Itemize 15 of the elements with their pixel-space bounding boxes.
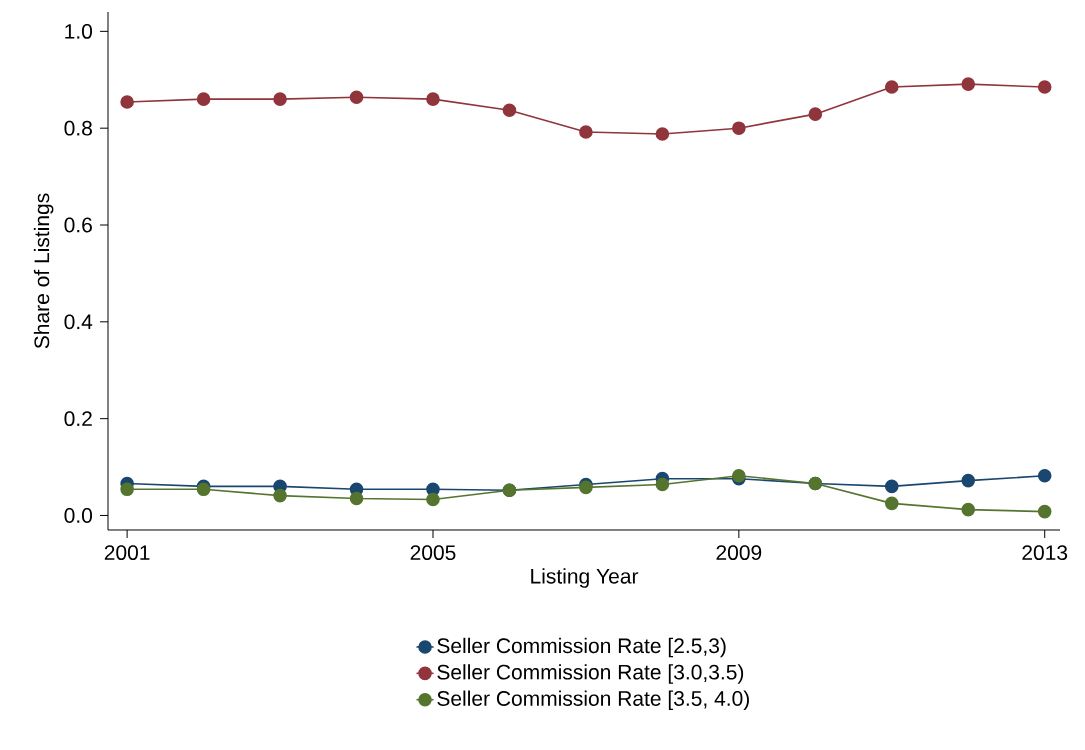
- legend-label: Seller Commission Rate [2.5,3): [437, 637, 726, 658]
- legend-label: Seller Commission Rate [3.0,3.5): [437, 664, 744, 684]
- x-tick-label: 2005: [410, 545, 456, 561]
- x-tick-label: 2013: [1022, 545, 1068, 561]
- y-tick-label: 0.6: [64, 217, 92, 233]
- y-tick-label: 0.2: [64, 411, 92, 427]
- x-tick-label: 2001: [104, 545, 150, 561]
- y-tick-label: 0.8: [64, 120, 92, 136]
- x-tick-label: 2009: [716, 545, 762, 561]
- x-axis-title: Listing Year: [531, 568, 639, 588]
- legend-label: Seller Commission Rate [3.5, 4.0): [437, 690, 749, 711]
- y-axis-title: Share of Listings: [33, 193, 54, 349]
- y-tick-label: 0.4: [64, 314, 93, 330]
- y-tick-label: 0.0: [64, 508, 93, 523]
- y-tick-label: 1.0: [65, 23, 93, 39]
